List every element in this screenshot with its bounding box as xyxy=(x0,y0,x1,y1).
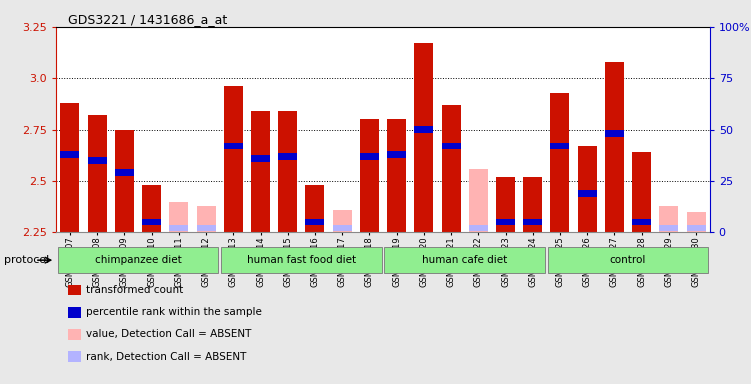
Bar xyxy=(251,155,270,162)
Bar xyxy=(469,169,488,232)
Bar xyxy=(333,225,351,232)
Text: protocol: protocol xyxy=(4,255,49,265)
Bar xyxy=(415,126,433,133)
Bar xyxy=(387,119,406,232)
Text: human fast food diet: human fast food diet xyxy=(247,255,356,265)
Bar xyxy=(578,146,597,232)
Bar xyxy=(142,219,161,225)
Bar xyxy=(415,43,433,232)
Text: human cafe diet: human cafe diet xyxy=(422,255,508,265)
Text: transformed count: transformed count xyxy=(86,285,182,295)
FancyBboxPatch shape xyxy=(547,247,708,273)
Bar xyxy=(387,151,406,157)
Text: chimpanzee diet: chimpanzee diet xyxy=(95,255,182,265)
Bar xyxy=(197,225,216,232)
Bar xyxy=(306,185,324,232)
Bar xyxy=(686,225,706,232)
Bar xyxy=(60,151,80,157)
Text: rank, Detection Call = ABSENT: rank, Detection Call = ABSENT xyxy=(86,352,246,362)
Bar xyxy=(550,143,569,149)
Bar xyxy=(60,103,80,232)
FancyBboxPatch shape xyxy=(385,247,545,273)
Bar xyxy=(115,130,134,232)
Bar xyxy=(251,111,270,232)
Bar xyxy=(224,86,243,232)
Bar xyxy=(197,205,216,232)
Bar xyxy=(659,225,678,232)
Bar xyxy=(88,157,107,164)
Text: value, Detection Call = ABSENT: value, Detection Call = ABSENT xyxy=(86,329,251,339)
Bar xyxy=(169,225,189,232)
Bar xyxy=(605,131,624,137)
Bar xyxy=(88,115,107,232)
Bar xyxy=(278,111,297,232)
Text: percentile rank within the sample: percentile rank within the sample xyxy=(86,307,261,317)
Bar xyxy=(523,219,542,225)
Bar xyxy=(360,119,379,232)
Bar xyxy=(360,153,379,160)
Text: control: control xyxy=(610,255,646,265)
FancyBboxPatch shape xyxy=(221,247,382,273)
Bar xyxy=(442,105,460,232)
Text: GDS3221 / 1431686_a_at: GDS3221 / 1431686_a_at xyxy=(68,13,227,26)
Bar xyxy=(142,185,161,232)
Bar xyxy=(169,202,189,232)
Bar xyxy=(632,219,651,225)
Bar xyxy=(632,152,651,232)
Bar xyxy=(523,177,542,232)
Bar xyxy=(469,225,488,232)
Bar xyxy=(686,212,706,232)
Bar xyxy=(115,169,134,176)
Bar xyxy=(306,219,324,225)
Bar xyxy=(605,62,624,232)
Bar xyxy=(278,153,297,160)
FancyBboxPatch shape xyxy=(58,247,219,273)
Bar xyxy=(578,190,597,197)
Bar xyxy=(224,143,243,149)
Bar xyxy=(496,177,515,232)
Bar xyxy=(442,143,460,149)
Bar xyxy=(333,210,351,232)
Bar xyxy=(496,219,515,225)
Bar xyxy=(659,205,678,232)
Bar xyxy=(550,93,569,232)
